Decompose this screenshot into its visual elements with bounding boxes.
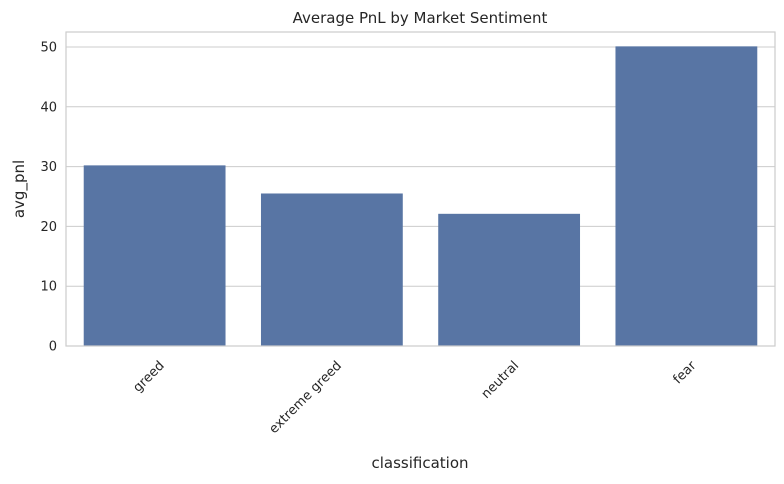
bar-fear: [615, 46, 758, 347]
bar-greed: [83, 165, 226, 346]
bars: [83, 46, 758, 347]
y-tick-label: 20: [40, 220, 57, 235]
y-tick-label: 30: [40, 160, 57, 175]
x-tick-label: fear: [671, 358, 700, 387]
plot-frame: [65, 31, 776, 347]
chart-title: Average PnL by Market Sentiment: [293, 9, 548, 27]
bar-extreme-greed: [260, 193, 403, 346]
y-tick-label: 50: [40, 40, 57, 55]
y-tick-label: 40: [40, 100, 57, 115]
y-tick-labels: 0 10 20 30 40 50: [40, 40, 57, 354]
x-tick-label: neutral: [479, 358, 522, 401]
x-tick-label: greed: [131, 358, 168, 395]
y-tick-label: 0: [49, 340, 57, 355]
y-axis-label: avg_pnl: [10, 160, 29, 218]
bar-neutral: [438, 213, 581, 346]
x-tick-label: extreme greed: [266, 358, 344, 436]
x-axis-label: classification: [371, 454, 468, 472]
x-tick-labels: greed extreme greed neutral fear: [131, 358, 700, 437]
y-tick-label: 10: [40, 280, 57, 295]
